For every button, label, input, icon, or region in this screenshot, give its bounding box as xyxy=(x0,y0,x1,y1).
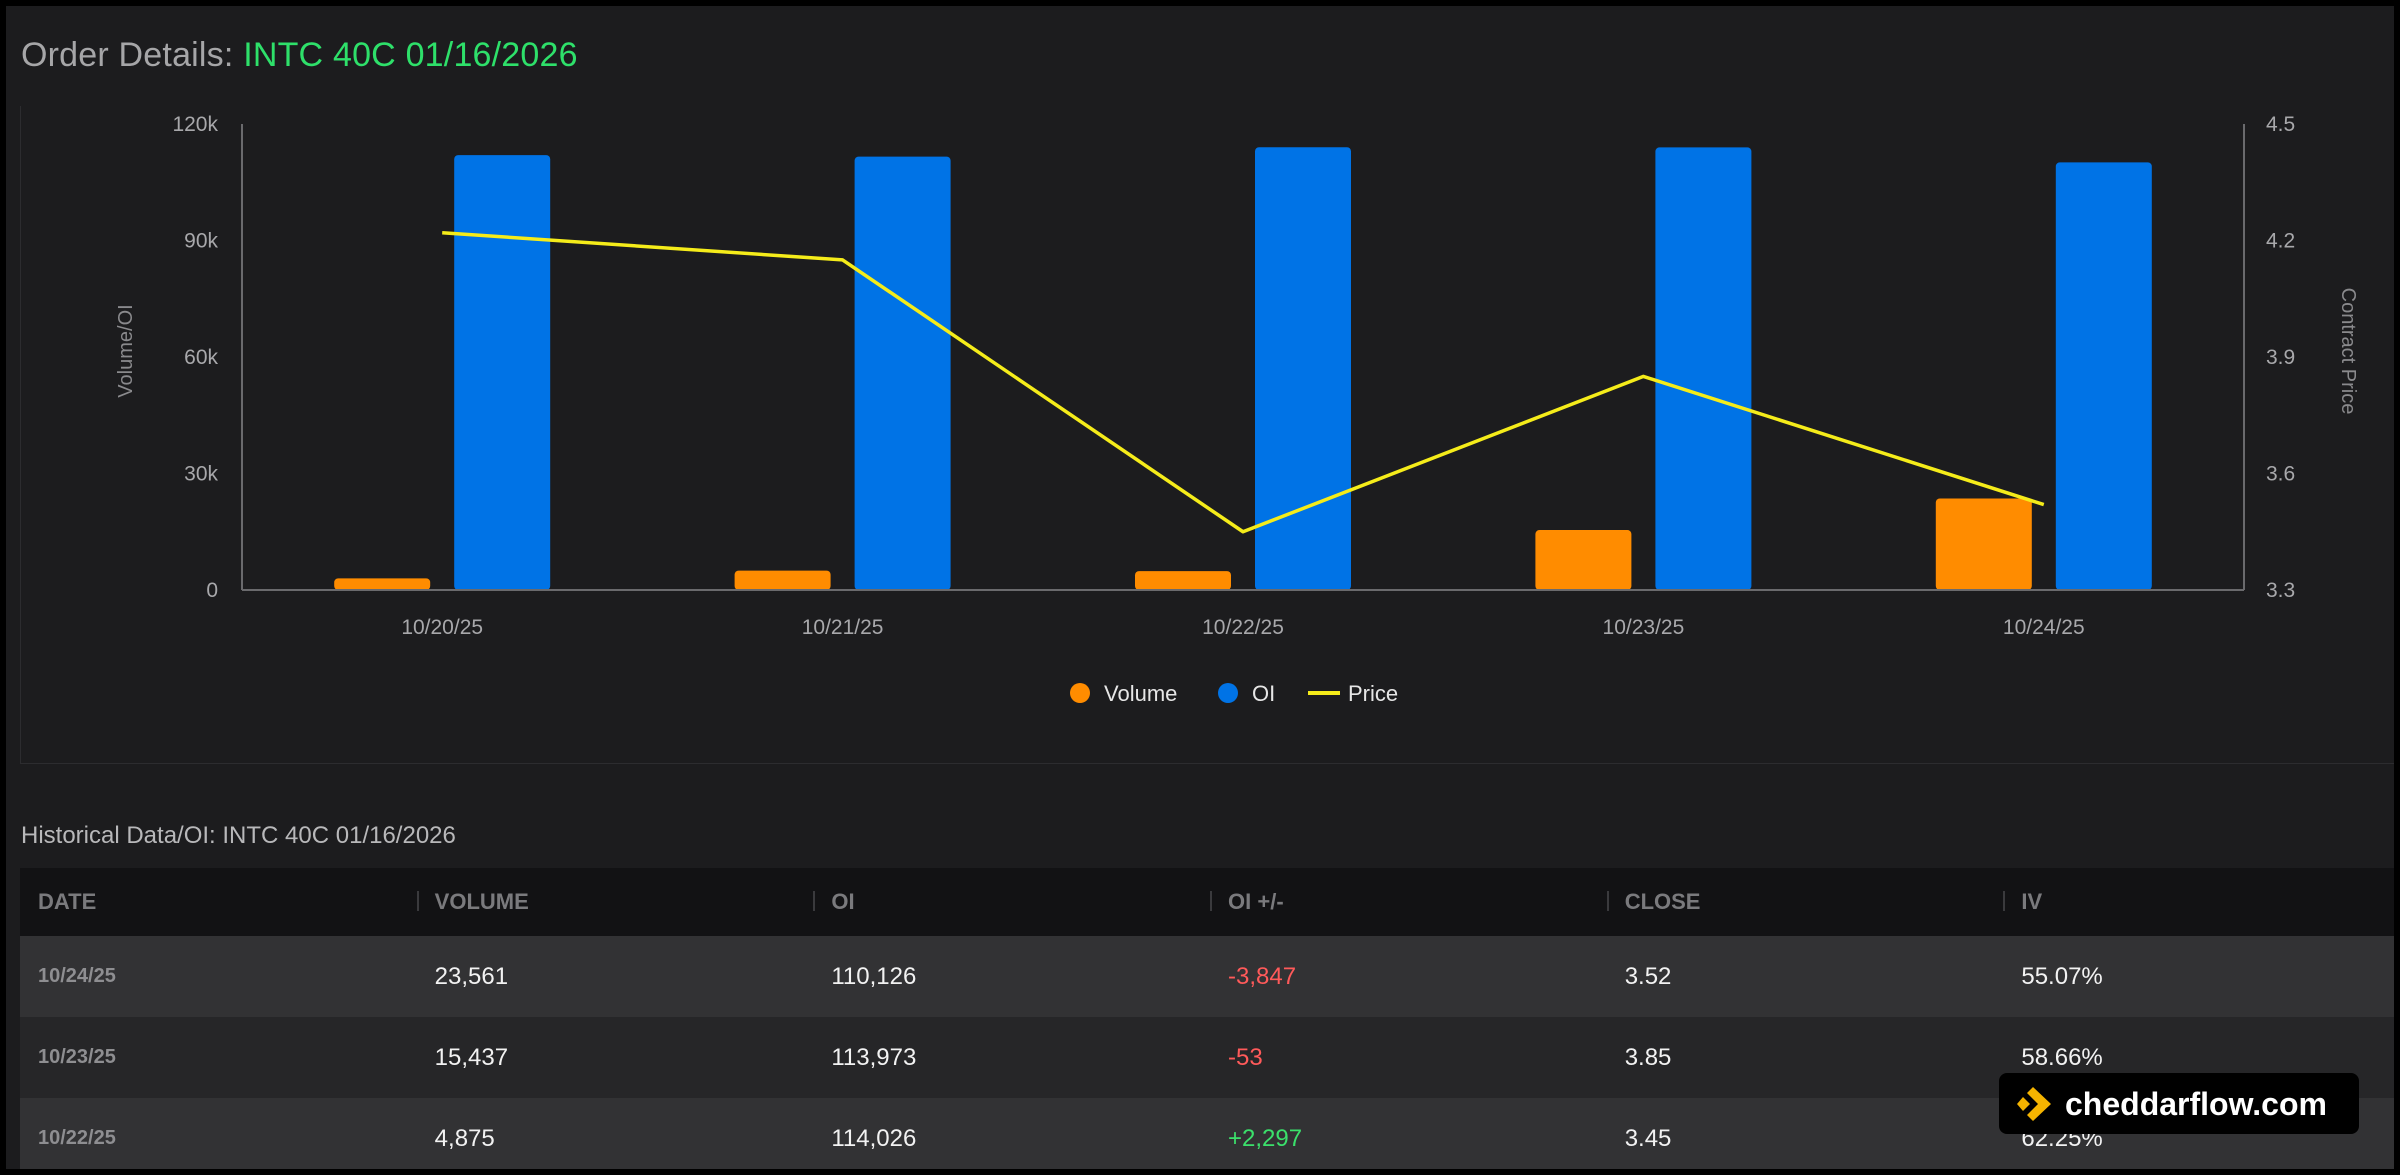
page-title-ticker: INTC 40C 01/16/2026 xyxy=(243,36,578,74)
legend-oi-label: OI xyxy=(1252,681,1275,706)
page-title: Order Details: INTC 40C 01/16/2026 xyxy=(21,36,578,75)
oi-bar xyxy=(854,156,951,590)
cell-oi: 114,026 xyxy=(831,1124,917,1152)
cell-date: 10/24/25 xyxy=(38,965,116,987)
legend-volume-swatch xyxy=(1070,683,1090,703)
oi-bar xyxy=(1255,147,1351,590)
volume-bar xyxy=(1535,530,1632,590)
y-axis-title: Volume/OI xyxy=(115,304,137,397)
column-header-iv[interactable]: IV xyxy=(2003,889,2394,915)
oi-bar xyxy=(1655,147,1752,590)
x-tick-label: 10/21/25 xyxy=(802,616,884,639)
volume-bar xyxy=(734,570,831,590)
y2-tick-label: 4.5 xyxy=(2266,113,2295,136)
legend-volume-label: Volume xyxy=(1104,681,1177,706)
brand-badge[interactable]: cheddarflow.com xyxy=(1999,1073,2359,1134)
cell-volume: 4,875 xyxy=(434,1124,495,1152)
volume-bar xyxy=(1135,571,1231,590)
y2-tick-label: 3.9 xyxy=(2266,346,2295,369)
table-row[interactable]: 10/24/25 23,561 110,126 -3,847 3.52 55.0… xyxy=(20,936,2394,1017)
cell-close: 3.45 xyxy=(1624,1124,1672,1152)
cell-volume: 15,437 xyxy=(434,1043,509,1071)
cell-oi-change: +2,297 xyxy=(1228,1124,1303,1152)
history-table: DATE VOLUME OI OI +/- CLOSE IV 10/24/25 … xyxy=(20,868,2394,1169)
column-header-close[interactable]: CLOSE xyxy=(1606,889,2004,915)
y-tick-label: 120k xyxy=(172,113,218,136)
volume-oi-price-chart: 0 30k 60k 90k 120k 3.3 3.6 3.9 4.2 4.5 Volume/OI Co… xyxy=(115,113,2359,706)
cell-iv: 58.66% xyxy=(2021,1043,2103,1071)
price-line xyxy=(442,230,2045,534)
x-tick-label: 10/20/25 xyxy=(401,616,483,639)
table-header: DATE VOLUME OI OI +/- CLOSE IV xyxy=(20,868,2394,936)
oi-bar xyxy=(2055,162,2152,590)
cell-iv: 55.07% xyxy=(2021,962,2103,990)
y-tick-label: 90k xyxy=(184,230,218,253)
cell-date: 10/23/25 xyxy=(38,1046,116,1068)
history-title: Historical Data/OI: INTC 40C 01/16/2026 xyxy=(21,822,456,849)
column-header-oi[interactable]: OI xyxy=(813,889,1210,915)
volume-bar xyxy=(334,578,431,590)
brand-text: cheddarflow.com xyxy=(2065,1086,2327,1122)
cell-oi-change: -53 xyxy=(1228,1043,1263,1071)
table-row[interactable]: 10/22/25 4,875 114,026 +2,297 3.45 62.25… xyxy=(20,1098,2394,1169)
cell-close: 3.52 xyxy=(1624,962,1672,990)
cell-close: 3.85 xyxy=(1624,1043,1672,1071)
legend-price-label: Price xyxy=(1348,681,1398,706)
chart-panel xyxy=(20,106,2394,764)
cell-date: 10/22/25 xyxy=(38,1127,116,1149)
x-tick-label: 10/23/25 xyxy=(1603,616,1685,639)
column-header-oi-change[interactable]: OI +/- xyxy=(1210,889,1607,915)
cell-volume: 23,561 xyxy=(434,962,509,990)
column-header-date[interactable]: DATE xyxy=(38,889,97,914)
oi-bar xyxy=(454,155,551,591)
y-tick-label: 0 xyxy=(206,579,218,602)
y-tick-label: 60k xyxy=(184,346,218,369)
y-tick-label: 30k xyxy=(184,463,218,486)
y2-tick-label: 3.6 xyxy=(2266,463,2295,486)
app-frame: Order Details: INTC 40C 01/16/2026 0 30k 6… xyxy=(6,6,2394,1169)
x-tick-label: 10/22/25 xyxy=(1202,616,1284,639)
y2-tick-label: 4.2 xyxy=(2266,230,2295,253)
column-header-volume[interactable]: VOLUME xyxy=(416,889,814,915)
legend-oi-swatch xyxy=(1218,683,1238,703)
table-row[interactable]: 10/23/25 15,437 113,973 -53 3.85 58.66% xyxy=(20,1017,2394,1098)
y2-tick-label: 3.3 xyxy=(2266,579,2295,602)
x-tick-label: 10/24/25 xyxy=(2003,616,2085,639)
cell-oi: 110,126 xyxy=(831,962,917,990)
cheddarflow-logo-icon xyxy=(2017,1087,2051,1121)
page-title-label: Order Details: xyxy=(21,36,234,74)
volume-bar xyxy=(1935,498,2032,590)
cell-oi: 113,973 xyxy=(831,1043,917,1071)
cell-oi-change: -3,847 xyxy=(1228,962,1297,990)
y2-axis-title: Contract Price xyxy=(2337,288,2359,415)
